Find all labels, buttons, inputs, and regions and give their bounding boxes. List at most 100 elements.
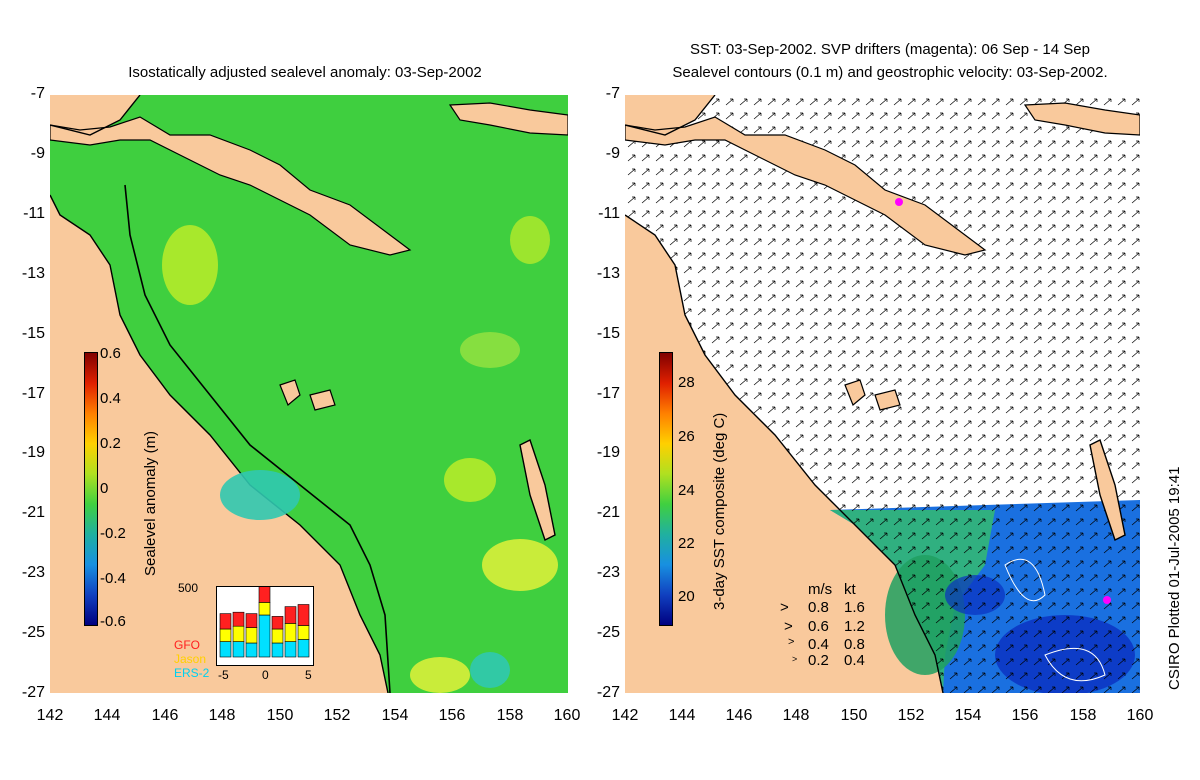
sealevel-colorbar-tick: 0.4 — [100, 390, 121, 407]
velocity-legend-kt: 0.8 — [844, 636, 865, 653]
left-x-tick: 160 — [553, 707, 581, 724]
anomaly-blob — [410, 657, 470, 693]
sealevel-colorbar-label: Sealevel anomaly (m) — [142, 430, 159, 576]
right-y-tick: -9 — [605, 145, 620, 162]
inset-bar-jason — [232, 625, 245, 642]
inset-x-tick: 0 — [262, 668, 269, 682]
inset-bar-ers2 — [258, 614, 271, 658]
right-y-tick: -11 — [598, 205, 620, 222]
anomaly-blob — [162, 225, 218, 305]
velocity-arrow-icon: > — [792, 654, 798, 664]
left-y-tick: -11 — [23, 205, 45, 222]
plot-credit-caption: CSIRO Plotted 01-Jul-2005 19:41 — [1166, 466, 1183, 690]
anomaly-blob — [460, 332, 520, 368]
velocity-arrow-icon: > — [788, 636, 795, 648]
inset-bar-ers2 — [297, 639, 310, 658]
anomaly-blob — [220, 470, 300, 520]
sealevel-colorbar-tick: 0.6 — [100, 345, 121, 362]
sealevel-colorbar-tick: -0.2 — [100, 525, 126, 542]
anomaly-blob — [482, 539, 558, 591]
left-y-tick: -13 — [21, 265, 45, 282]
sst-colorbar-tick: 20 — [678, 588, 695, 605]
left-y-tick: -23 — [21, 564, 45, 581]
left-y-tick: -7 — [30, 85, 45, 102]
sst-colorbar-tick: 22 — [678, 535, 695, 552]
right-y-tick: -19 — [596, 444, 620, 461]
inset-legend-jason: Jason — [174, 652, 207, 666]
inset-legend-ers2: ERS-2 — [174, 666, 210, 680]
sst-colorbar-tick: 26 — [678, 428, 695, 445]
velocity-legend-kt: 1.6 — [844, 599, 865, 616]
right-y-tick: -13 — [596, 265, 620, 282]
new-caledonia — [519, 439, 556, 541]
sealevel-map-svg — [49, 94, 569, 694]
inset-bar-jason — [258, 602, 271, 616]
right-y-tick: -27 — [596, 684, 620, 701]
right-x-tick: 156 — [1011, 707, 1039, 724]
inset-y-max: 500 — [178, 581, 199, 595]
sealevel-colorbar-tick: -0.6 — [100, 613, 126, 630]
sealevel-colorbar — [84, 352, 98, 626]
left-y-tick: -9 — [30, 145, 45, 162]
velocity-legend-header-kt: kt — [844, 581, 856, 598]
velocity-legend-header-ms: m/s — [808, 581, 833, 598]
shelf-contour — [124, 184, 391, 694]
sst-colorbar-tick: 28 — [678, 374, 695, 391]
inset-bar-jason — [271, 628, 284, 644]
sst-map-svg — [624, 94, 1141, 695]
inset-bar-jason — [219, 628, 232, 642]
right-panel-title-line2: Sealevel contours (0.1 m) and geostrophi… — [672, 64, 1108, 81]
right-x-tick: 148 — [782, 707, 810, 724]
sst-colorbar-tick: 24 — [678, 482, 695, 499]
left-x-tick: 144 — [93, 707, 121, 724]
right-x-tick: 146 — [725, 707, 753, 724]
png-landmass — [624, 116, 987, 256]
left-y-tick: -15 — [21, 325, 45, 342]
right-x-tick: 154 — [954, 707, 982, 724]
inset-bar-ers2 — [245, 642, 258, 658]
inset-x-tick: 5 — [305, 668, 312, 682]
inset-bar-jason — [284, 623, 297, 642]
sealevel-contour — [1004, 558, 1106, 682]
inset-bar-gfo — [219, 613, 232, 630]
right-x-tick: 150 — [840, 707, 868, 724]
right-y-tick: -25 — [596, 624, 620, 641]
sealevel-colorbar-tick: 0 — [100, 480, 109, 497]
inset-bar-gfo — [271, 616, 284, 630]
inset-histogram-svg — [219, 585, 310, 658]
inset-bar-jason — [245, 627, 258, 644]
right-y-tick: -7 — [605, 85, 620, 102]
right-x-tick: 152 — [897, 707, 925, 724]
reef-islands — [844, 379, 901, 411]
png-landmass — [49, 116, 412, 256]
reef-islands — [279, 379, 336, 411]
right-y-tick: -23 — [596, 564, 620, 581]
inset-bar-jason — [297, 625, 310, 640]
sst-map — [624, 94, 1141, 695]
velocity-legend-ms: 0.2 — [808, 652, 829, 669]
velocity-legend-kt: 0.4 — [844, 652, 865, 669]
left-y-tick: -17 — [21, 385, 45, 402]
sst-colorbar-label: 3-day SST composite (deg C) — [711, 412, 728, 610]
sealevel-colorbar-tick: 0.2 — [100, 435, 121, 452]
left-y-tick: -27 — [21, 684, 45, 701]
sst-colorbar — [659, 352, 673, 626]
right-x-tick: 142 — [611, 707, 639, 724]
australia-coastline — [624, 94, 944, 694]
left-panel-title: Isostatically adjusted sealevel anomaly:… — [128, 64, 482, 81]
inset-histogram — [216, 585, 314, 666]
left-x-tick: 158 — [496, 707, 524, 724]
left-x-tick: 154 — [381, 707, 409, 724]
inset-bar-ers2 — [232, 641, 245, 658]
left-x-tick: 142 — [36, 707, 64, 724]
right-panel-title-line1: SST: 03-Sep-2002. SVP drifters (magenta)… — [690, 41, 1090, 58]
inset-legend-gfo: GFO — [174, 638, 200, 652]
velocity-legend-ms: 0.8 — [808, 599, 829, 616]
right-x-tick: 158 — [1069, 707, 1097, 724]
left-y-tick: -21 — [21, 504, 45, 521]
sealevel-colorbar-tick: -0.4 — [100, 570, 126, 587]
inset-bar-gfo — [284, 606, 297, 624]
right-y-tick: -15 — [596, 325, 620, 342]
left-y-tick: -25 — [21, 624, 45, 641]
left-x-tick: 152 — [323, 707, 351, 724]
